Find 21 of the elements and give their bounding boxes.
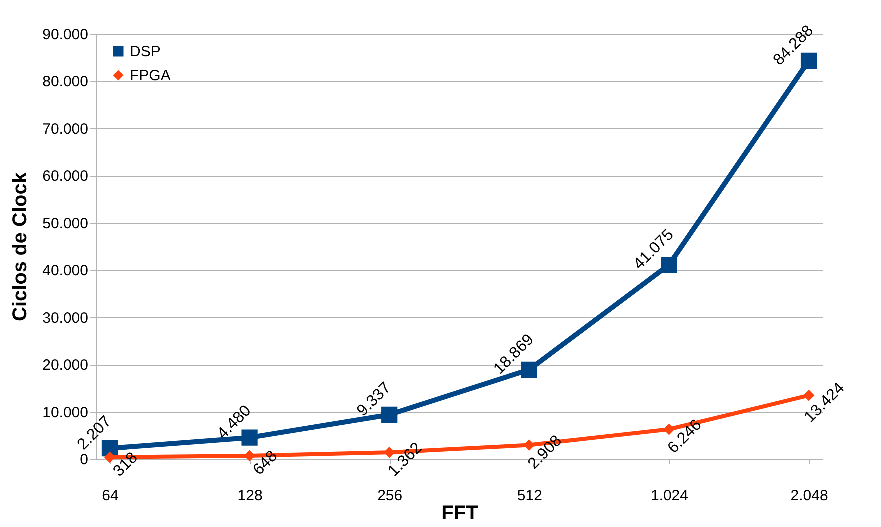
y-tick-label: 0	[80, 452, 88, 468]
data-label: 648	[250, 448, 282, 479]
y-tick-label: 60.000	[42, 168, 88, 186]
y-tick-label: 70.000	[42, 120, 88, 138]
x-tick-label: 512	[517, 488, 542, 504]
x-tick-label: 128	[238, 488, 263, 504]
y-tick-label: 80.000	[42, 74, 88, 91]
y-tick-label: 50.000	[42, 215, 88, 232]
y-tick-label: 30.000	[42, 310, 88, 327]
x-tick-label: 2.048	[790, 488, 828, 504]
legend-label: FPGA	[130, 68, 171, 84]
y-tick-label: 40.000	[42, 262, 88, 280]
data-label: 318	[110, 449, 142, 480]
y-axis-title: Ciclos de Clock	[10, 172, 32, 322]
legend-label: DSP	[130, 44, 161, 60]
x-tick-label: 256	[378, 488, 403, 504]
x-axis-title: FFT	[442, 502, 478, 524]
x-tick-label: 1.024	[650, 488, 688, 504]
y-tick-label: 90.000	[42, 26, 88, 44]
x-tick-label: 64	[102, 488, 119, 504]
y-tick-label: 20.000	[42, 357, 88, 374]
